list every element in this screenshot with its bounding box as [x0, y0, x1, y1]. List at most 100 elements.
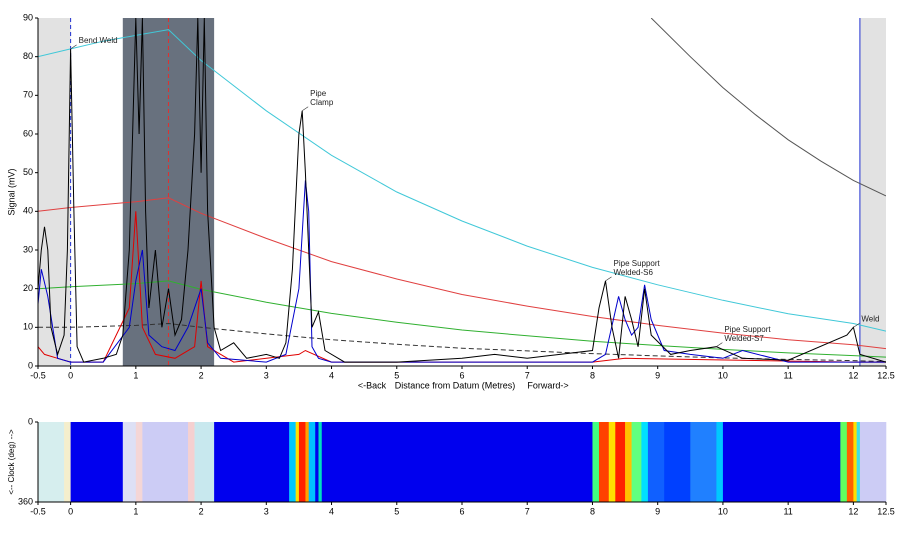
heat-band — [608, 422, 616, 502]
annotation: Weld — [861, 314, 879, 323]
y-tick-label: 0 — [28, 416, 33, 426]
y-tick-label: 80 — [23, 51, 33, 61]
heat-band — [289, 422, 296, 502]
y-tick-label: 60 — [23, 128, 33, 138]
signal-line — [38, 29, 886, 332]
heat-band — [615, 422, 626, 502]
x-tick-label: 4 — [329, 506, 334, 516]
x-tick-label: 2 — [199, 506, 204, 516]
heat-band — [840, 422, 848, 502]
x-tick-label: 8 — [590, 506, 595, 516]
x-tick-label: 7 — [525, 370, 530, 380]
x-tick-label: 2 — [199, 370, 204, 380]
heat-band — [641, 422, 649, 502]
heat-band — [318, 422, 323, 502]
heat-band — [298, 422, 306, 502]
x-tick-label: 8 — [590, 370, 595, 380]
annotation: Welded-S7 — [724, 334, 764, 343]
heat-band — [308, 422, 316, 502]
y-axis-label: Signal (mV) — [6, 168, 16, 215]
annotation: Welded-S6 — [614, 268, 654, 277]
x-tick-label: 12.5 — [877, 506, 895, 516]
heat-band — [142, 422, 189, 502]
signal-line — [38, 197, 886, 350]
heat-band — [188, 422, 195, 502]
x-tick-label: 12 — [848, 370, 858, 380]
annotation: Clamp — [310, 98, 334, 107]
y-tick-label: 0 — [28, 360, 33, 370]
x-tick-label: 12.5 — [877, 370, 895, 380]
annotation-leader — [70, 44, 77, 50]
heat-band — [38, 422, 65, 502]
heat-band — [722, 422, 841, 502]
x-tick-label: 5 — [394, 370, 399, 380]
y-tick-label: 30 — [23, 244, 33, 254]
x-tick-label: 9 — [655, 506, 660, 516]
heat-band — [647, 422, 665, 502]
x-tick-label: 6 — [459, 506, 464, 516]
x-tick-label: 4 — [329, 370, 334, 380]
heat-band — [598, 422, 610, 502]
x-tick-label: -0.5 — [30, 370, 46, 380]
y-tick-label: 70 — [23, 90, 33, 100]
gate-region — [38, 18, 71, 366]
plot-area — [38, 18, 886, 366]
heat-band — [194, 422, 215, 502]
y-tick-label: 10 — [23, 322, 33, 332]
y-tick-label: 40 — [23, 206, 33, 216]
signal-line — [650, 18, 886, 197]
x-tick-label: 0 — [68, 506, 73, 516]
x-tick-label: 10 — [718, 506, 728, 516]
x-tick-label: 5 — [394, 506, 399, 516]
heat-band — [690, 422, 717, 502]
y-tick-label: 360 — [18, 496, 33, 506]
signal-line — [38, 18, 886, 363]
heat-band — [592, 422, 600, 502]
signal-line — [38, 322, 886, 363]
x-tick-label: 1 — [133, 370, 138, 380]
x-label-back: <-Back — [358, 380, 387, 390]
heat-band — [70, 422, 124, 502]
x-tick-label: 3 — [264, 506, 269, 516]
annotation-leader — [853, 323, 860, 328]
y-tick-label: 20 — [23, 283, 33, 293]
x-tick-label: 6 — [459, 370, 464, 380]
heat-band — [135, 422, 143, 502]
x-tick-label: 7 — [525, 506, 530, 516]
signal-line — [38, 180, 886, 363]
y-tick-label: 50 — [23, 167, 33, 177]
annotation-leader — [302, 106, 309, 112]
annotation: Pipe Support — [614, 259, 661, 268]
x-tick-label: 1 — [133, 506, 138, 516]
heat-band — [122, 422, 137, 502]
heat-band — [305, 422, 310, 502]
heat-band — [625, 422, 632, 502]
heat-band — [853, 422, 857, 502]
annotation: Pipe Support — [724, 325, 771, 334]
annotation: Pipe — [310, 89, 327, 98]
annotation-leader — [716, 342, 723, 347]
annotation-leader — [605, 276, 612, 282]
y-tick-label: 90 — [23, 12, 33, 22]
heat-band — [859, 422, 887, 502]
heat-band — [295, 422, 300, 502]
x-tick-label: 11 — [783, 370, 792, 380]
x-tick-label: 0 — [68, 370, 73, 380]
heat-band — [856, 422, 861, 502]
heat-band — [315, 422, 319, 502]
heat-band — [631, 422, 642, 502]
heat-band — [321, 422, 593, 502]
gate-region — [859, 18, 886, 366]
heat-band — [846, 422, 854, 502]
x-tick-label: -0.5 — [30, 506, 46, 516]
y-axis-label: <-- Clock (deg) --> — [7, 429, 16, 495]
heat-band — [664, 422, 691, 502]
heat-band — [716, 422, 724, 502]
x-tick-label: 10 — [718, 370, 728, 380]
x-axis-label: Distance from Datum (Metres) — [395, 380, 516, 390]
x-tick-label: 9 — [655, 370, 660, 380]
heat-band — [64, 422, 71, 502]
